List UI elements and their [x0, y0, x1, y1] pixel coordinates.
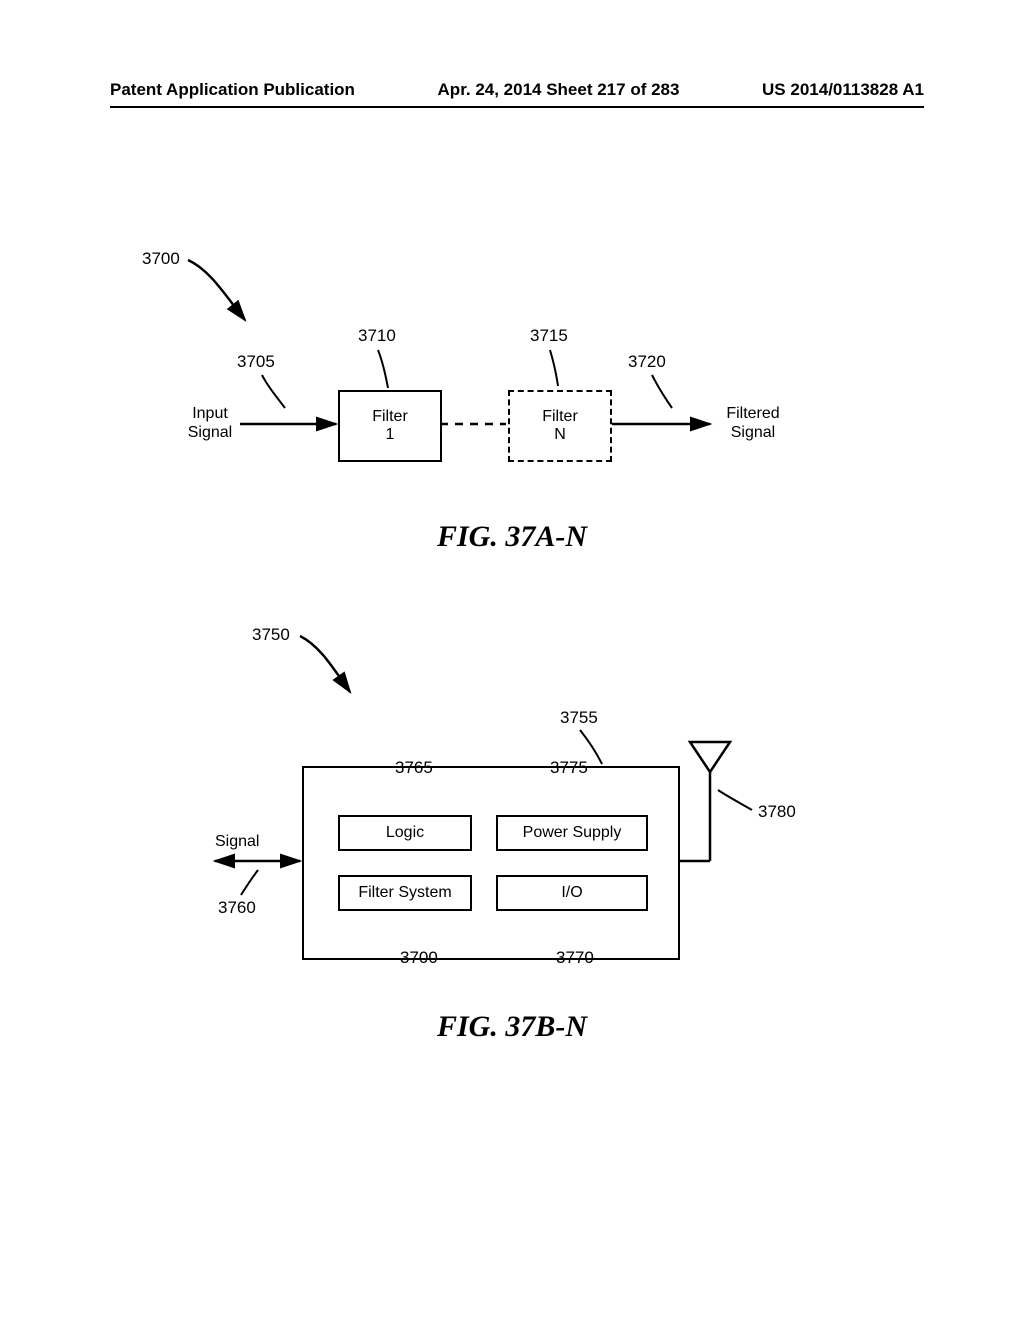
ref-3775: 3775 — [550, 758, 588, 778]
signal-label: Signal — [215, 832, 259, 851]
power-supply-box: Power Supply — [496, 815, 648, 851]
figB-svg — [0, 0, 1024, 1320]
fig-37b-caption: FIG. 37B-N — [0, 1010, 1024, 1044]
filter-system-box: Filter System — [338, 875, 472, 911]
patent-page: Patent Application Publication Apr. 24, … — [0, 0, 1024, 1320]
main-system-box — [302, 766, 680, 960]
ref-3770: 3770 — [556, 948, 594, 968]
ref-3765: 3765 — [395, 758, 433, 778]
ref-3700-b: 3700 — [400, 948, 438, 968]
logic-box: Logic — [338, 815, 472, 851]
ref-3780: 3780 — [758, 802, 796, 822]
ref-3760: 3760 — [218, 898, 256, 918]
ref-3755: 3755 — [560, 708, 598, 728]
io-box: I/O — [496, 875, 648, 911]
